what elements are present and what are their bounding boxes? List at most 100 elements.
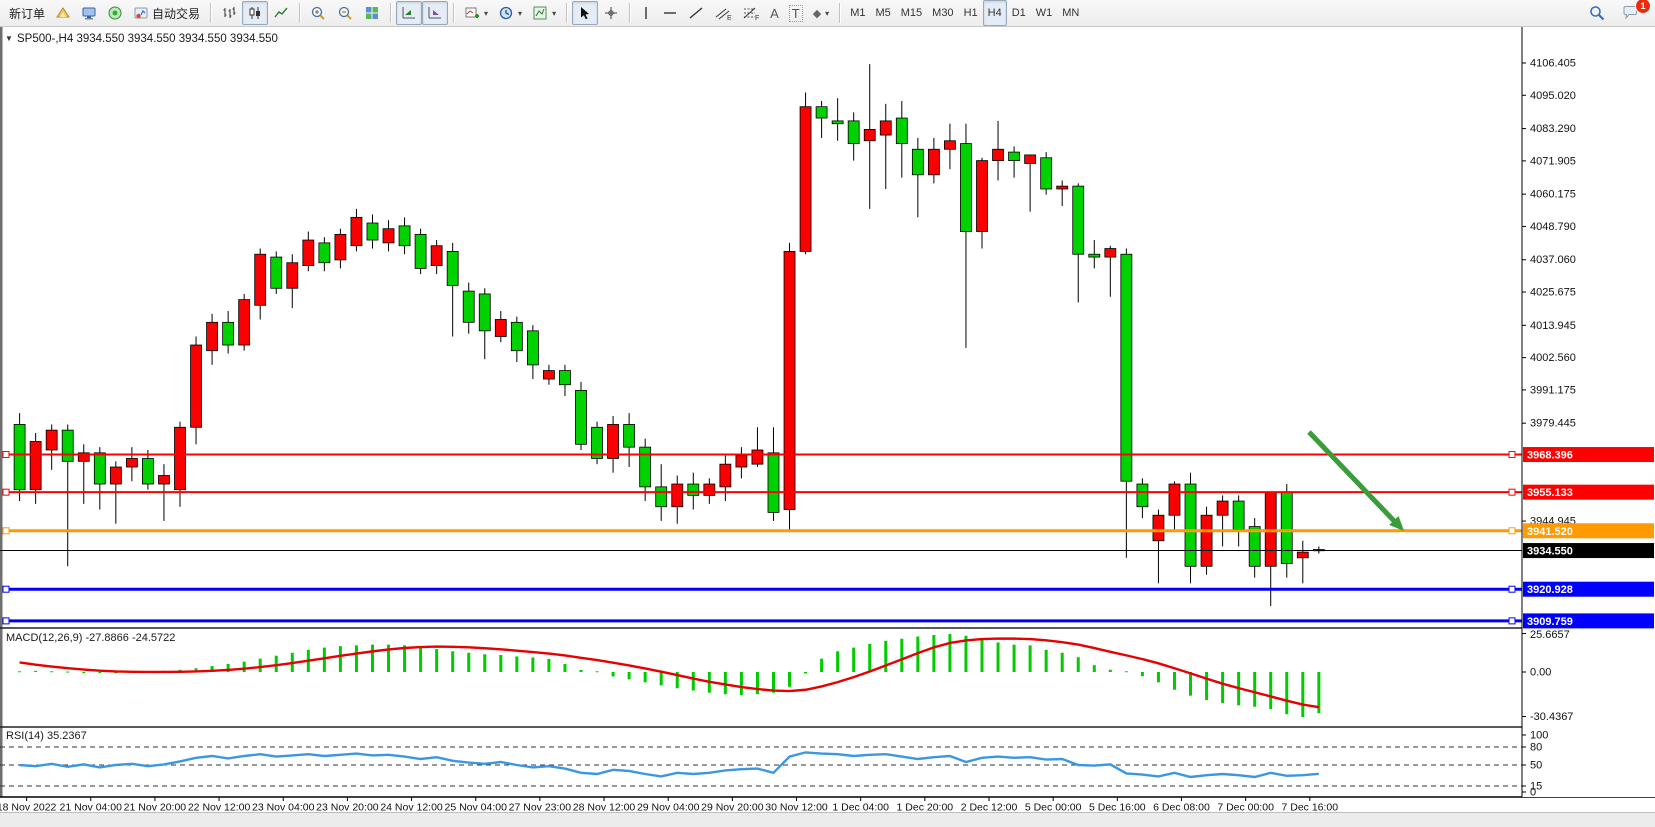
zoom-in-icon[interactable] — [305, 1, 332, 25]
rsi-axis-tick: 50 — [1530, 760, 1542, 772]
time-axis-label: 24 Nov 12:00 — [380, 802, 443, 813]
candle — [125, 458, 138, 468]
navigator-icon[interactable] — [76, 1, 102, 25]
text-label-tool-icon[interactable]: T — [784, 1, 808, 25]
timeframe-h4-button[interactable]: H4 — [982, 0, 1007, 26]
candle — [655, 486, 668, 508]
chart-background — [0, 27, 1655, 812]
rsi-axis-tick: 100 — [1530, 730, 1548, 742]
search-icon[interactable] — [1583, 1, 1611, 25]
new-order-button[interactable]: 新订单 — [4, 1, 50, 25]
horizontal-line-tool-icon[interactable] — [657, 1, 683, 25]
rsi-label: RSI(14) 35.2367 — [6, 730, 87, 742]
time-axis-label: 22 Nov 12:00 — [188, 802, 251, 813]
candle — [238, 299, 251, 346]
auto-scroll-icon[interactable] — [396, 1, 423, 25]
resistance-2-anchor[interactable] — [1508, 488, 1516, 496]
support-blue-1-anchor[interactable] — [1508, 585, 1516, 593]
periods-clock-button[interactable]: ▾ — [493, 1, 527, 25]
timeframe-mn-button[interactable]: MN — [1062, 7, 1080, 19]
rsi-pane — [0, 746, 1522, 787]
timeframe-h1-button[interactable]: H1 — [963, 7, 978, 19]
resistance-2-anchor[interactable] — [2, 488, 10, 496]
chart-canvas[interactable]: 18 Nov 2022 21 Nov 04:00 21 Nov 20:00 22 No… — [0, 27, 1655, 812]
time-axis[interactable]: 18 Nov 2022 21 Nov 04:00 21 Nov 20:00 22 No… — [0, 796, 1655, 813]
svg-text:3920.928: 3920.928 — [1527, 584, 1573, 596]
candle — [29, 441, 42, 491]
candle — [61, 429, 74, 462]
support-orange-anchor[interactable] — [1508, 527, 1516, 535]
candle — [863, 128, 876, 142]
equidistant-channel-tool-icon[interactable]: E — [709, 1, 737, 25]
collapse-oneclick-icon[interactable]: ▼ — [5, 34, 13, 43]
resistance-1-anchor[interactable] — [1508, 451, 1516, 459]
time-axis-label: 18 Nov 2022 — [0, 802, 57, 813]
line-chart-icon[interactable] — [268, 1, 294, 25]
auto-trading-label: 自动交易 — [152, 6, 201, 21]
tile-windows-icon[interactable] — [359, 1, 385, 25]
trendline-tool-icon[interactable] — [683, 1, 709, 25]
candle — [623, 424, 636, 448]
timeframe-m1-button[interactable]: M1 — [850, 7, 866, 19]
candle — [302, 239, 315, 266]
window-left-border — [0, 27, 3, 797]
resistance-1-anchor[interactable] — [2, 451, 10, 459]
zoom-out-icon[interactable] — [332, 1, 359, 25]
candle — [1152, 514, 1165, 542]
text-tool-icon[interactable]: A — [770, 5, 779, 21]
timeframe-m30-button[interactable]: M30 — [932, 7, 954, 19]
crosshair-icon[interactable] — [598, 1, 624, 25]
rsi-axis-tick: 80 — [1530, 742, 1542, 754]
candle — [1088, 253, 1101, 258]
time-axis-label: 21 Nov 04:00 — [60, 802, 123, 813]
candlestick-chart-icon[interactable] — [242, 1, 269, 25]
time-axis-label: 25 Nov 04:00 — [444, 802, 507, 813]
candle — [414, 233, 427, 269]
vertical-line-tool-icon[interactable] — [635, 1, 657, 25]
candle — [879, 120, 892, 136]
candle — [895, 117, 908, 144]
terminal-icon[interactable] — [102, 1, 128, 25]
support-blue-2-anchor[interactable] — [1508, 617, 1516, 625]
support-blue-1-price-label — [1523, 581, 1654, 597]
candle — [639, 446, 652, 488]
time-axis-label: 5 Dec 00:00 — [1025, 802, 1082, 813]
fibonacci-tool-icon[interactable]: F — [737, 1, 765, 25]
window-bottom-strip — [0, 812, 1655, 827]
cursor-icon[interactable] — [572, 1, 599, 25]
chart-shift-icon[interactable] — [422, 1, 449, 25]
arrow-annotation[interactable] — [1307, 430, 1404, 531]
auto-trading-button[interactable]: 自动交易 — [128, 1, 205, 25]
timeframe-m15-button[interactable]: M15 — [900, 7, 923, 19]
time-axis-label: 29 Nov 04:00 — [637, 802, 700, 813]
price-axis-tick: 4095.020 — [1530, 90, 1576, 102]
market-watch-icon[interactable] — [50, 1, 76, 25]
arrows-tool-icon[interactable]: ◆ ▾ — [812, 7, 830, 20]
price-axis-tick: 4060.175 — [1530, 189, 1576, 201]
timeframe-d1-button[interactable]: D1 — [1011, 7, 1026, 19]
candle — [960, 143, 972, 232]
candle — [607, 424, 619, 459]
support-orange-anchor[interactable] — [2, 527, 10, 535]
candle — [783, 250, 796, 510]
chart-area[interactable]: 18 Nov 2022 21 Nov 04:00 21 Nov 20:00 22 No… — [0, 27, 1655, 812]
candle — [366, 222, 379, 241]
candle — [1120, 253, 1133, 482]
add-indicator-button[interactable]: ▾ — [459, 1, 493, 25]
candle — [911, 148, 924, 176]
chart-header[interactable]: ▼ SP500-,H4 3934.550 3934.550 3934.550 39… — [5, 33, 278, 45]
bar-chart-icon[interactable] — [216, 1, 242, 25]
support-blue-1-anchor[interactable] — [2, 585, 10, 593]
timeframe-m5-button[interactable]: M5 — [875, 7, 891, 19]
candle — [1248, 526, 1261, 567]
auto-trading-icon — [133, 5, 149, 21]
candle — [350, 216, 363, 247]
price-line-objects[interactable] — [0, 451, 1522, 625]
templates-button[interactable]: ▾ — [527, 1, 561, 25]
macd-pane — [18, 634, 1321, 718]
price-axis[interactable]: 4106.405 4095.020 4083.290 4071.905 4060.175… — [1521, 27, 1655, 799]
timeframe-w1-button[interactable]: W1 — [1035, 7, 1053, 19]
notifications-chat-icon[interactable]: 1 — [1617, 0, 1651, 25]
candle — [462, 290, 475, 323]
support-blue-2-anchor[interactable] — [2, 617, 10, 625]
